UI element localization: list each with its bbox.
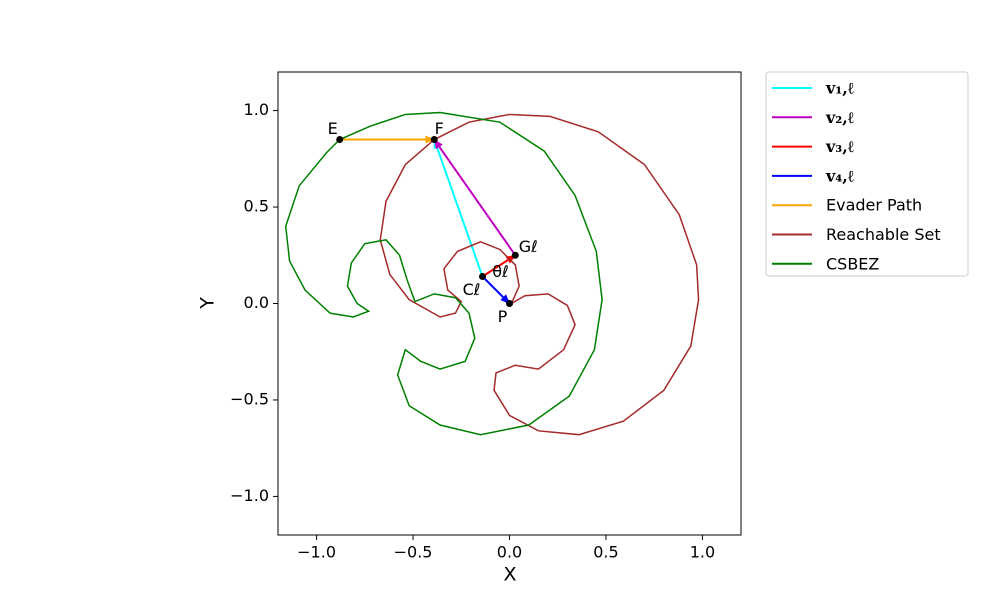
point-label: E — [328, 119, 338, 138]
curve — [379, 113, 700, 436]
point — [336, 136, 344, 144]
legend-label: v₂,ℓ — [825, 108, 855, 127]
legend-label: Evader Path — [826, 196, 922, 215]
vector — [433, 138, 517, 256]
legend-label: v₁,ℓ — [825, 79, 855, 98]
legend-label: v₄,ℓ — [825, 166, 855, 185]
x-axis-label: X — [503, 564, 516, 586]
legend: v₁,ℓ v₂,ℓ v₃,ℓ v₄,ℓ Evader Path Reachable Set… — [772, 79, 941, 273]
vector — [433, 138, 484, 277]
point — [506, 300, 513, 307]
y-tick-label: 0.5 — [244, 197, 269, 216]
point — [511, 251, 519, 259]
x-tick-label: 0.5 — [593, 543, 618, 562]
legend-label: CSBEZ — [826, 254, 879, 273]
point-label: P — [498, 307, 508, 326]
angle-label: θℓ — [492, 262, 508, 281]
point-label: Cℓ — [463, 280, 481, 299]
curve — [284, 111, 603, 436]
legend-box — [765, 71, 969, 277]
x-tick-label: −1.0 — [297, 543, 336, 562]
y-tick-label: 0.0 — [244, 293, 269, 312]
point-label: F — [435, 119, 444, 138]
x-tick-label: 0.0 — [497, 543, 522, 562]
point — [478, 272, 486, 280]
x-tick-label: −0.5 — [394, 543, 433, 562]
x-tick-label: 1.0 — [690, 543, 715, 562]
legend-label: v₃,ℓ — [825, 137, 855, 156]
vector — [481, 275, 511, 305]
y-tick-label: −1.0 — [230, 486, 269, 505]
y-tick-label: −0.5 — [230, 389, 269, 408]
point-label: Gℓ — [519, 237, 538, 256]
legend-label: Reachable Set — [826, 225, 941, 244]
plot-area: E F Gℓ Cℓ Pθℓ — [284, 111, 700, 436]
point — [430, 136, 438, 144]
y-axis-label: Y — [197, 297, 219, 310]
y-tick-label: 1.0 — [244, 100, 269, 119]
